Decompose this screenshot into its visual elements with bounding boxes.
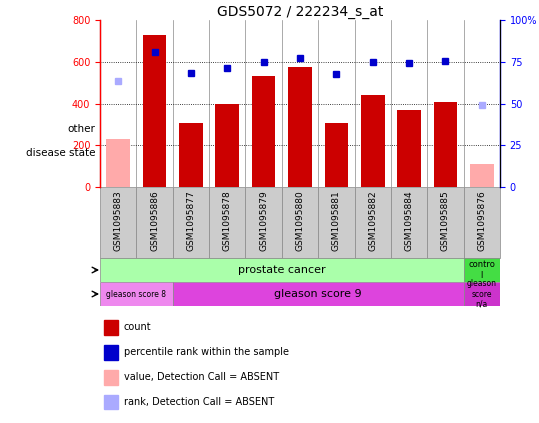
Text: GSM1095882: GSM1095882 [368,190,377,251]
Bar [427,187,464,258]
Text: GSM1095885: GSM1095885 [441,190,450,251]
Bar [106,140,130,187]
Bar [355,187,391,258]
Bar [318,187,355,258]
Bar [209,187,245,258]
Text: percentile rank within the sample: percentile rank within the sample [124,347,289,357]
Bar [464,282,500,306]
Text: prostate cancer: prostate cancer [238,265,326,275]
Bar [179,124,203,187]
Text: contro
l: contro l [468,260,495,280]
Text: GSM1095883: GSM1095883 [114,190,123,251]
Bar [245,187,282,258]
Text: count: count [124,322,151,332]
Bar [216,104,239,187]
Text: GSM1095876: GSM1095876 [478,190,486,251]
Text: rank, Detection Call = ABSENT: rank, Detection Call = ABSENT [124,396,274,407]
Bar [143,35,167,187]
Bar [397,110,421,187]
Bar [100,282,172,306]
Text: GDS5072 / 222234_s_at: GDS5072 / 222234_s_at [217,5,383,19]
Bar [434,102,457,187]
Text: disease state: disease state [25,148,95,158]
Text: GSM1095884: GSM1095884 [405,190,413,251]
Text: GSM1095880: GSM1095880 [295,190,305,251]
Bar [470,164,494,187]
Bar [172,282,464,306]
Bar [391,187,427,258]
Bar [100,187,136,258]
Bar [324,123,348,187]
Bar [361,94,384,187]
Text: GSM1095879: GSM1095879 [259,190,268,251]
Bar [136,187,172,258]
Text: GSM1095881: GSM1095881 [332,190,341,251]
Text: gleason score 8: gleason score 8 [106,289,167,299]
Bar [464,258,500,282]
Bar [104,395,118,409]
Bar [282,187,318,258]
Bar [252,77,275,187]
Text: GSM1095878: GSM1095878 [223,190,232,251]
Bar [104,345,118,360]
Text: value, Detection Call = ABSENT: value, Detection Call = ABSENT [124,372,279,382]
Bar [172,187,209,258]
Text: gleason score 9: gleason score 9 [274,289,362,299]
Text: GSM1095886: GSM1095886 [150,190,159,251]
Text: other: other [67,124,95,134]
Bar [104,320,118,335]
Bar [104,370,118,385]
Bar [288,67,312,187]
Bar [464,187,500,258]
Text: GSM1095877: GSM1095877 [186,190,196,251]
Text: gleason
score
n/a: gleason score n/a [467,279,497,309]
